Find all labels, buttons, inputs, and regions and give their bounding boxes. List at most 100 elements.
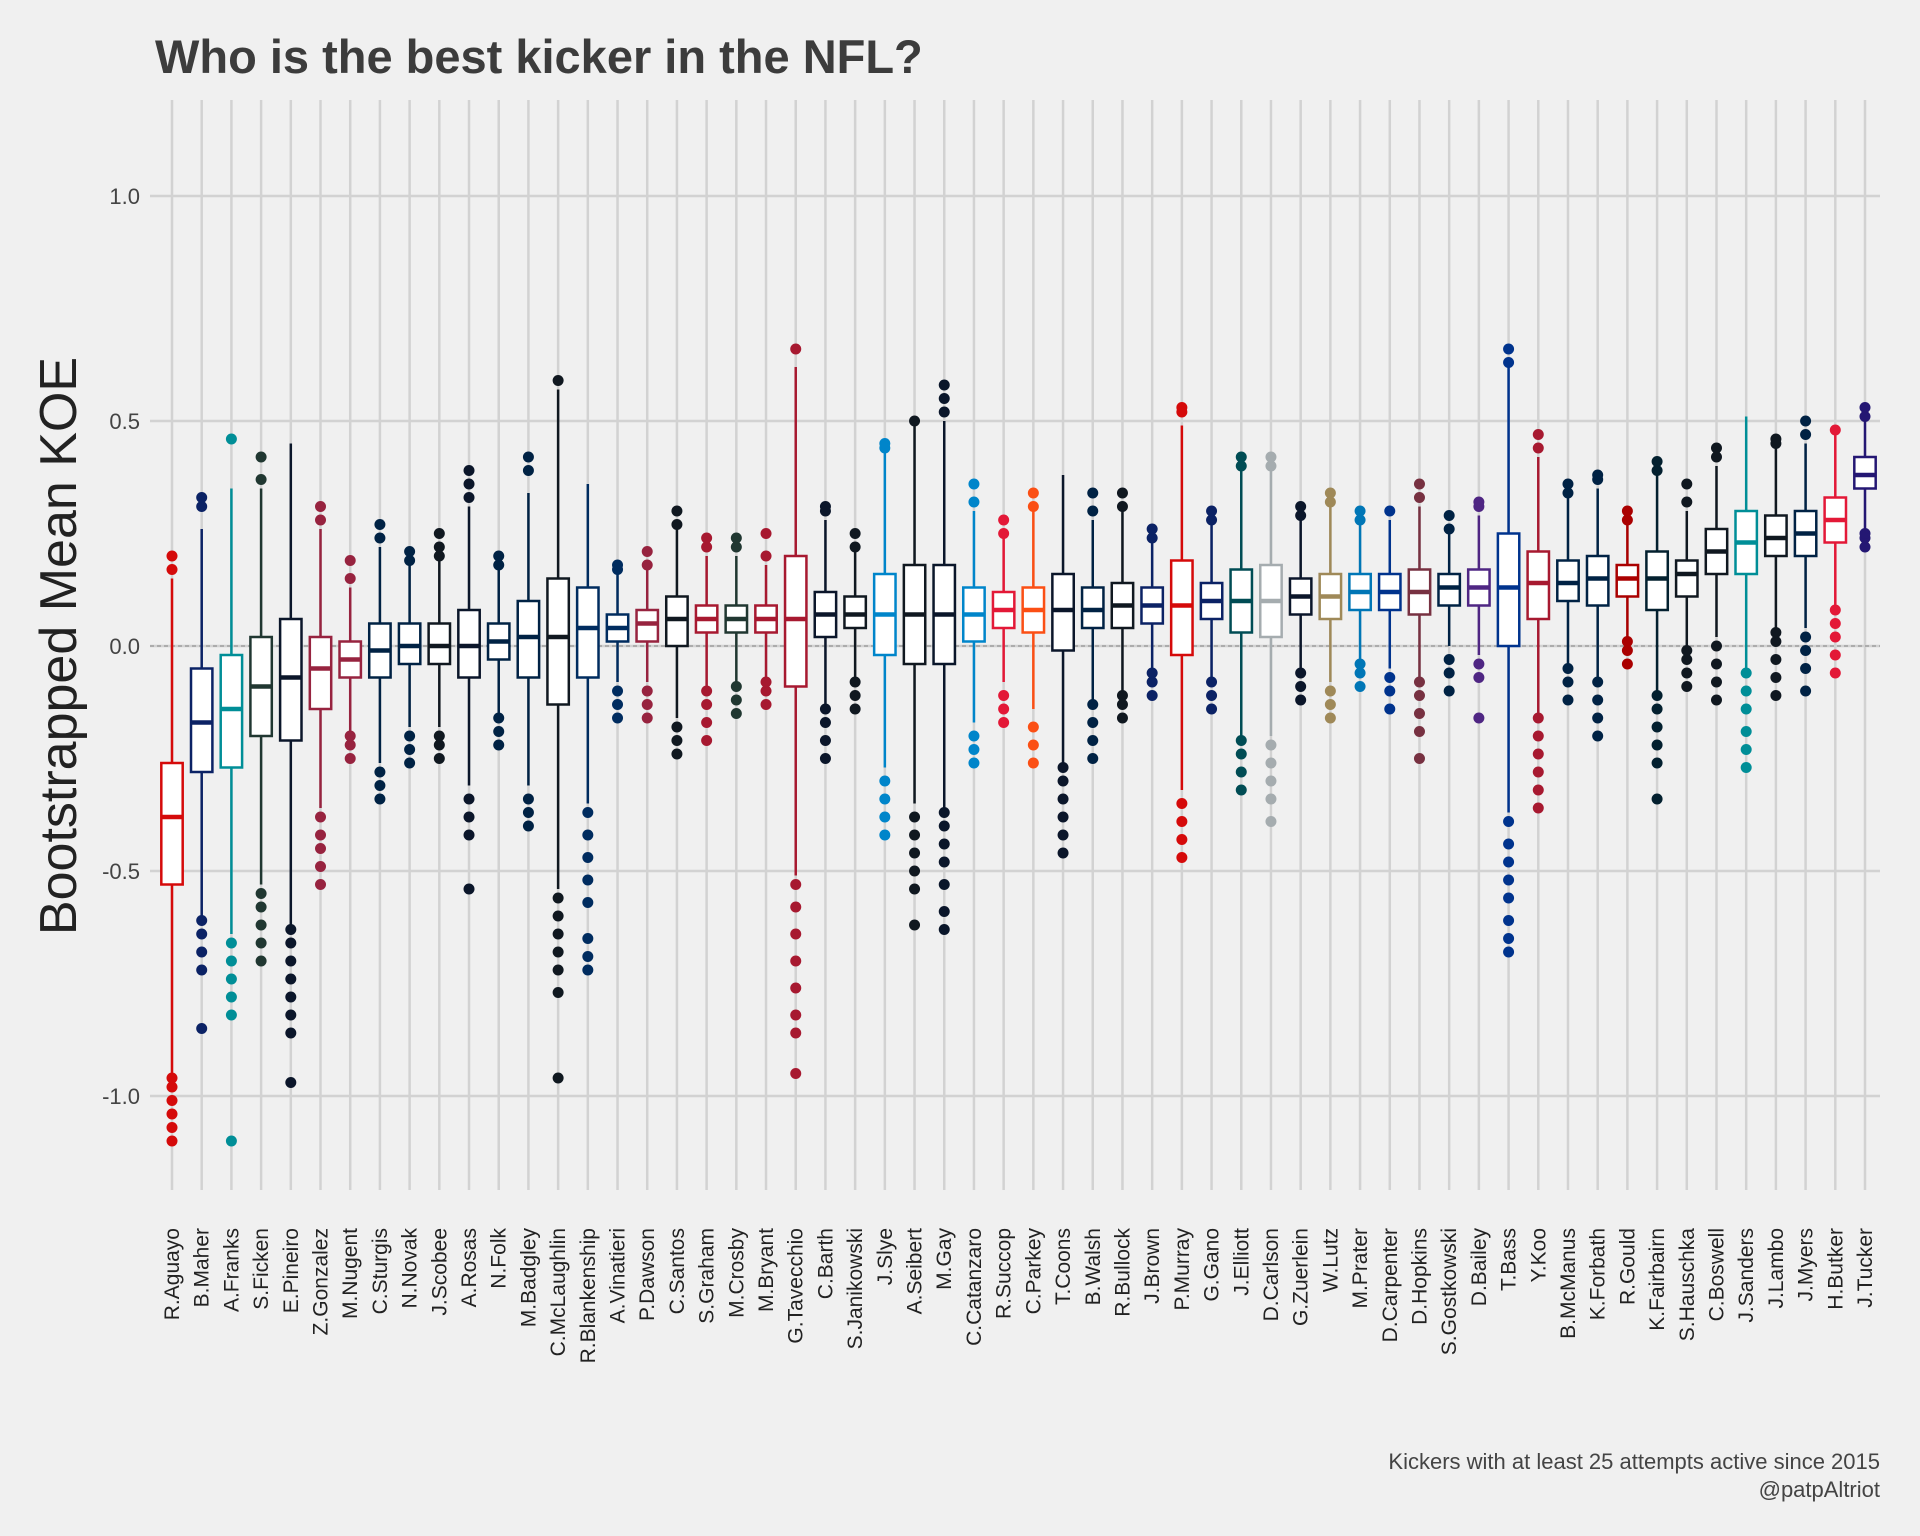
kicker-box-ykoo [1526, 429, 1551, 814]
x-tick-label: N.Novak [399, 1228, 422, 1309]
outlier-point [1176, 798, 1188, 809]
outlier-point [404, 757, 416, 769]
outlier-point [404, 546, 416, 557]
x-tick-label: B.McManus [1557, 1228, 1580, 1339]
kicker-box-jbrown [1140, 523, 1165, 701]
outlier-point [196, 946, 208, 958]
outlier-point [790, 1027, 802, 1039]
outlier-point [1532, 429, 1544, 440]
x-tick-label: C.Parkey [1022, 1228, 1045, 1315]
outlier-point [1087, 505, 1099, 517]
x-tick-label: M.Crosby [725, 1228, 748, 1318]
outlier-point [909, 811, 921, 823]
iqr-box [1674, 559, 1699, 598]
outlier-point [1592, 694, 1604, 706]
outlier-point [760, 676, 772, 688]
outlier-point [1532, 730, 1544, 742]
outlier-point [374, 519, 386, 530]
outlier-point [701, 541, 713, 553]
outlier-point [998, 528, 1010, 539]
outlier-point [463, 829, 475, 841]
x-tick-label: P.Dawson [636, 1228, 659, 1321]
outlier-point [1681, 496, 1693, 508]
outlier-point [344, 573, 356, 584]
kicker-box-csturgis [367, 519, 392, 805]
kicker-box-sficken [249, 451, 274, 967]
kicker-box-cbarth [813, 501, 838, 764]
outlier-point [255, 901, 267, 913]
kicker-box-mbryant [754, 528, 778, 710]
outlier-point [849, 690, 861, 701]
kicker-box-rsuccop [991, 514, 1016, 728]
outlier-point [522, 793, 534, 805]
kicker-box-ggano [1199, 505, 1224, 715]
kicker-box-jelliott [1229, 451, 1254, 796]
kicker-box-avinatieri [605, 559, 630, 724]
outlier-point [1651, 757, 1663, 769]
outlier-point [1384, 672, 1396, 683]
outlier-point [998, 514, 1010, 526]
outlier-point [1681, 478, 1693, 490]
kicker-box-rblankenship [575, 484, 600, 976]
x-tick-label: C.Catanzaro [963, 1228, 986, 1346]
outlier-point [285, 973, 297, 985]
outlier-point [582, 964, 594, 976]
outlier-point [1057, 793, 1069, 805]
outlier-point [641, 546, 653, 557]
y-axis-label: Bootstrapped Mean KOE [30, 357, 88, 935]
outlier-point [968, 478, 980, 490]
outlier-point [730, 708, 742, 719]
x-tick-label: R.Succop [993, 1228, 1016, 1319]
kicker-box-aseibert [902, 415, 927, 931]
outlier-point [552, 1072, 564, 1084]
outlier-point [1295, 501, 1307, 512]
outlier-point [225, 1009, 237, 1021]
x-tick-label: M.Nugent [339, 1228, 362, 1319]
outlier-point [166, 1095, 178, 1106]
outlier-point [1859, 528, 1871, 539]
outlier-point [1651, 456, 1663, 467]
outlier-point [879, 829, 891, 841]
outlier-point [225, 991, 237, 1003]
outlier-point [1206, 676, 1218, 688]
outlier-point [998, 703, 1010, 715]
kicker-box-shauschka [1674, 478, 1699, 692]
outlier-point [196, 1023, 208, 1034]
x-tick-label: J.Tucker [1854, 1228, 1877, 1308]
outlier-point [790, 1009, 802, 1021]
outlier-point [1829, 631, 1841, 643]
outlier-point [1027, 739, 1039, 751]
outlier-point [315, 514, 327, 526]
outlier-point [1651, 690, 1663, 701]
outlier-point [166, 564, 178, 575]
x-tick-label: S.Graham [696, 1228, 719, 1324]
outlier-point [404, 555, 416, 566]
kicker-box-sgraham [694, 532, 719, 746]
outlier-point [790, 901, 802, 913]
outlier-point [1443, 667, 1455, 679]
outlier-point [315, 861, 327, 872]
x-tick-label: G.Gano [1201, 1228, 1224, 1302]
kicker-box-dhopkins [1407, 478, 1432, 764]
outlier-point [1562, 487, 1574, 499]
outlier-point [1651, 793, 1663, 805]
y-tick-label: 0.5 [109, 409, 140, 434]
outlier-point [1354, 667, 1366, 679]
outlier-point [255, 474, 267, 485]
outlier-point [582, 897, 594, 908]
outlier-point [938, 879, 950, 890]
outlier-point [1354, 514, 1366, 526]
outlier-point [1740, 667, 1752, 679]
outlier-point [1146, 676, 1158, 688]
outlier-point [1413, 753, 1425, 764]
outlier-point [1265, 757, 1277, 769]
x-tick-label: C.Barth [814, 1228, 837, 1299]
kicker-box-csantos [664, 505, 689, 760]
x-tick-label: M.Bryant [755, 1228, 778, 1312]
x-tick-label: G.Zuerlein [1290, 1228, 1313, 1326]
outlier-point [582, 852, 594, 863]
outlier-point [1503, 856, 1515, 868]
outlier-point [1800, 429, 1812, 440]
outlier-point [196, 492, 208, 503]
outlier-point [968, 757, 980, 769]
